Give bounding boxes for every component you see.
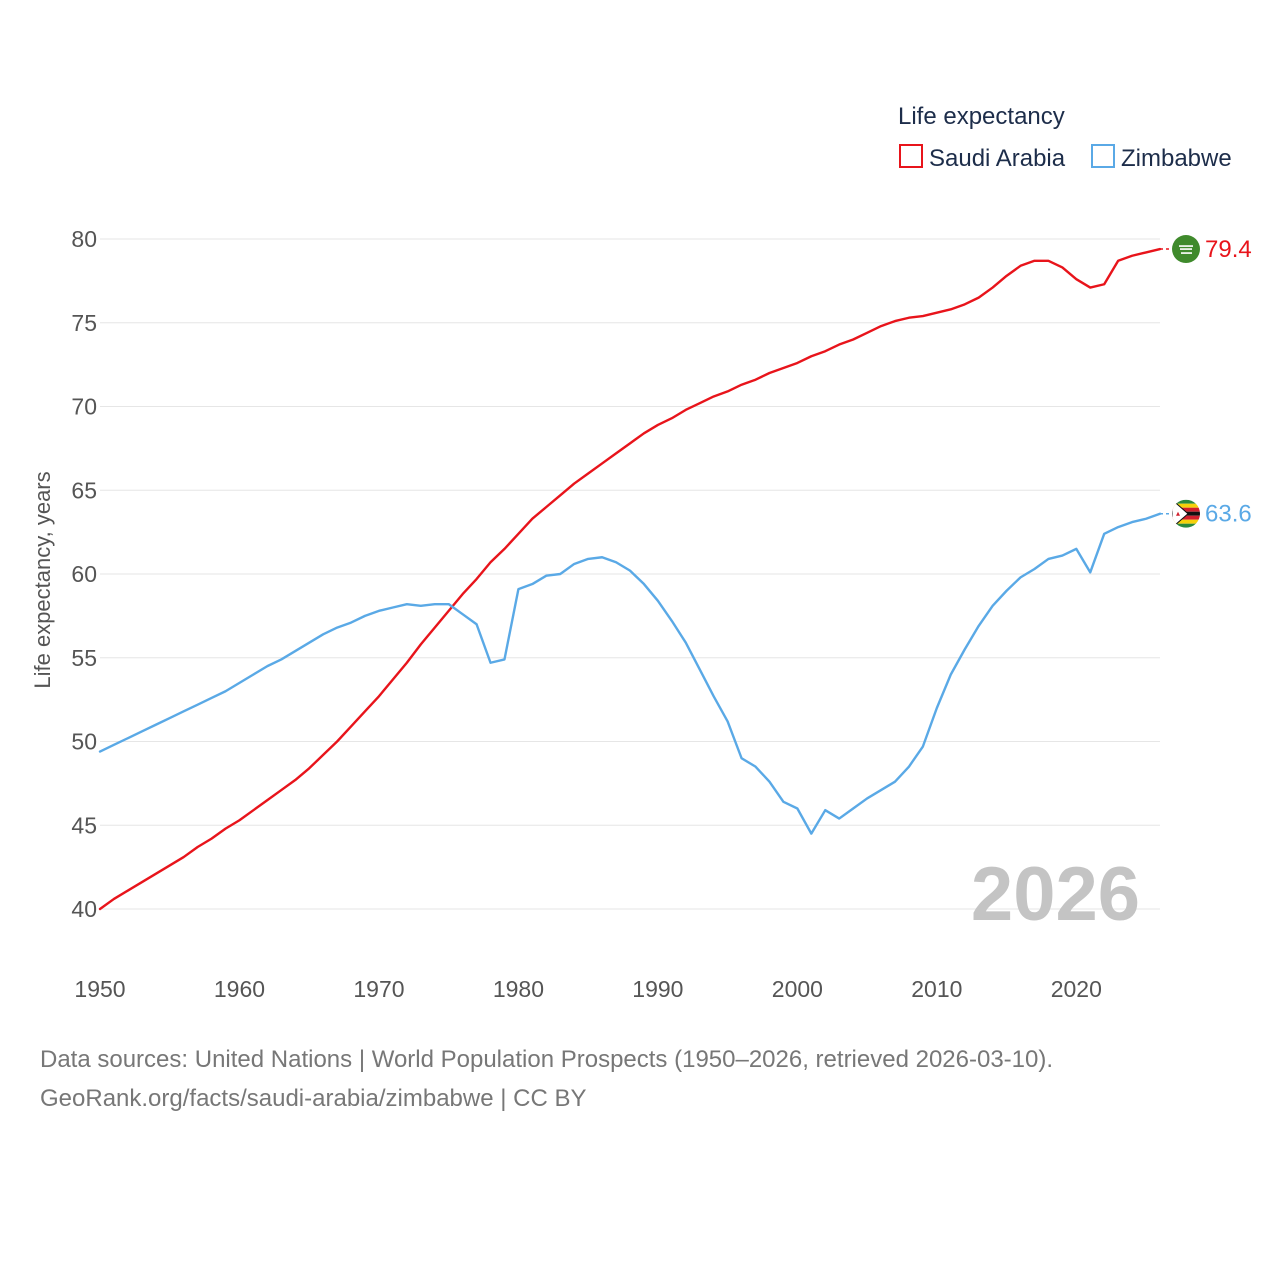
y-tick-label-45: 45 <box>71 812 97 838</box>
legend-swatch-saudi-arabia <box>899 144 923 168</box>
x-tick-label-2000: 2000 <box>772 976 823 1002</box>
y-tick-label-75: 75 <box>71 310 97 336</box>
legend-label-saudi-arabia: Saudi Arabia <box>929 145 1066 172</box>
legend: Life expectancy Saudi Arabia Zimbabwe <box>898 103 1232 172</box>
legend-swatch-zimbabwe <box>1091 144 1115 168</box>
y-tick-label-80: 80 <box>71 226 97 252</box>
legend-item-saudi-arabia[interactable]: Saudi Arabia <box>899 144 1066 172</box>
y-tick-label-55: 55 <box>71 645 97 671</box>
y-axis-title: Life expectancy, years <box>30 471 55 688</box>
legend-title: Life expectancy <box>898 103 1065 130</box>
x-tick-label-1960: 1960 <box>214 976 265 1002</box>
zimbabwe-flag-icon <box>1172 499 1200 528</box>
y-tick-label-65: 65 <box>71 477 97 503</box>
series-line-zimbabwe <box>98 512 1162 835</box>
footer-sources: Data sources: United Nations | World Pop… <box>40 1046 1054 1073</box>
x-tick-label-2020: 2020 <box>1051 976 1102 1002</box>
legend-item-zimbabwe[interactable]: Zimbabwe <box>1091 144 1232 172</box>
x-tick-label-1950: 1950 <box>74 976 125 1002</box>
gridlines <box>100 238 1160 910</box>
end-value-zimbabwe: 63.6 <box>1205 501 1252 528</box>
x-axis-ticks: 1950 1960 1970 1980 1990 2000 2010 2020 <box>74 976 1101 1002</box>
saudi-arabia-flag-icon <box>1172 235 1200 264</box>
series-lines <box>98 247 1172 911</box>
footer-url[interactable]: GeoRank.org/facts/saudi-arabia/zimbabwe … <box>40 1085 587 1112</box>
y-axis-ticks: 40 45 50 55 60 65 70 75 80 <box>71 226 97 922</box>
y-tick-label-60: 60 <box>71 561 97 587</box>
end-value-saudi-arabia: 79.4 <box>1205 236 1252 263</box>
end-markers: 79.4 63.6 <box>1172 235 1252 528</box>
x-tick-label-1990: 1990 <box>632 976 683 1002</box>
series-line-saudi-arabia <box>98 247 1162 911</box>
y-tick-label-40: 40 <box>71 896 97 922</box>
legend-label-zimbabwe: Zimbabwe <box>1121 145 1232 172</box>
y-tick-label-50: 50 <box>71 729 97 755</box>
x-tick-label-1980: 1980 <box>493 976 544 1002</box>
current-year-label: 2026 <box>971 852 1140 937</box>
y-tick-label-70: 70 <box>71 394 97 420</box>
x-tick-label-2010: 2010 <box>911 976 962 1002</box>
x-tick-label-1970: 1970 <box>353 976 404 1002</box>
